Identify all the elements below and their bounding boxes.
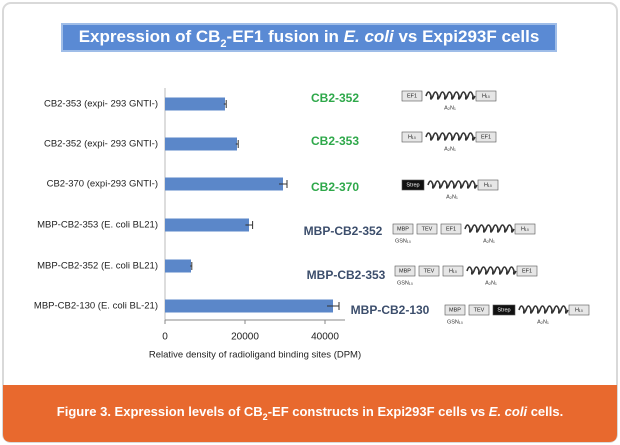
part-label: MBP [397,226,409,232]
bar [165,218,249,232]
part-label: EF1 [522,268,532,274]
caption-subscript: 2 [263,412,268,422]
part-box [468,304,490,316]
receptor-coil [518,305,569,314]
part-sublabel: GSN₁₀ [395,238,411,244]
part-box [401,179,425,191]
construct-name: CB2-353 [311,134,359,148]
title-text: Expression of CB [79,27,221,46]
error-bar [327,302,340,310]
bar [165,299,333,313]
part-box [475,131,497,143]
part-label: H₁₀ [449,268,457,274]
receptor-coil [425,91,476,100]
part-label: H₁₀ [482,93,490,99]
x-axis-label: Relative density of radioligand binding … [149,350,361,361]
caption-text: -EF constructs in Expi293F cells vs [268,404,489,419]
x-tick-label: 0 [162,332,168,343]
y-tick-label: MBP-CB2-130 (E. coli BL-21) [34,301,158,312]
part-box [444,304,466,316]
part-sublabel: GSN₁₀ [447,319,463,325]
part-label: A₂N₁ [446,194,458,200]
error-bar [245,221,254,229]
x-tick-label: 20000 [231,332,259,343]
y-tick-label: MBP-CB2-352 (E. coli BL21) [37,261,158,272]
x-tick-label: 40000 [311,332,339,343]
receptor-coil [425,132,476,141]
caption-italic: E. coli [489,404,528,419]
caption: Figure 3. Expression levels of CB2-EF co… [57,404,563,422]
y-tick-label: CB2-370 (expi-293 GNTI-) [47,179,158,190]
part-box [401,90,423,102]
error-bar [223,100,227,108]
part-box [492,304,516,316]
construct-name: MBP-CB2-352 [304,224,383,238]
title-subscript: 2 [220,38,226,50]
title-banner [61,23,557,52]
part-label: MBP [449,307,461,313]
part-box [442,265,464,277]
receptor-coil [427,180,478,189]
part-label: A₂N₁ [485,280,497,286]
construct-name: CB2-352 [311,91,359,105]
part-label: A₂N₁ [444,105,456,111]
y-tick-label: MBP-CB2-353 (E. coli BL21) [37,220,158,231]
construct-name: MBP-CB2-130 [351,303,430,317]
title-italic: E. coli [344,27,395,46]
part-label: A₂N₁ [483,238,495,244]
y-tick-label: CB2-353 (expi- 293 GNTI-) [44,99,158,110]
part-box [440,223,462,235]
part-label: Strep [497,307,510,313]
part-label: MBP [399,268,411,274]
part-box [401,131,423,143]
part-box [418,265,440,277]
part-label: Strep [406,182,419,188]
part-label: A₂N₁ [537,319,549,325]
part-box [392,223,414,235]
part-label: TEV [422,226,433,232]
error-bar [235,140,239,148]
part-label: EF1 [481,134,491,140]
part-label: H₁₀ [521,226,529,232]
receptor-coil [466,266,517,275]
bar [165,97,225,111]
y-tick-label: CB2-352 (expi- 293 GNTI-) [44,139,158,150]
part-label: EF1 [446,226,456,232]
receptor-coil [464,224,515,233]
part-box [568,304,590,316]
part-box [394,265,416,277]
part-box [516,265,538,277]
title-text: -EF1 fusion in [227,27,344,46]
caption-text: cells. [527,404,563,419]
part-label: TEV [424,268,435,274]
error-bar [279,180,288,188]
part-label: TEV [474,307,485,313]
part-box [475,90,497,102]
part-box [416,223,438,235]
part-label: EF1 [407,93,417,99]
part-box [477,179,499,191]
chart-title: Expression of CB2-EF1 fusion in E. coli … [79,27,540,49]
part-sublabel: GSN₁₀ [397,280,413,286]
caption-text: Figure 3. Expression levels of CB [57,404,263,419]
construct-name: MBP-CB2-353 [307,268,386,282]
error-bar [190,262,193,270]
caption-band [3,385,617,442]
part-label: H₁₀ [408,134,416,140]
part-box [514,223,536,235]
part-label: A₂N₁ [444,146,456,152]
bar [165,137,237,151]
construct-name: CB2-370 [311,180,359,194]
bar [165,259,191,273]
bar [165,177,283,191]
title-text: vs Expi293F cells [394,27,540,46]
part-label: H₁₀ [575,307,583,313]
part-label: H₁₀ [484,182,492,188]
